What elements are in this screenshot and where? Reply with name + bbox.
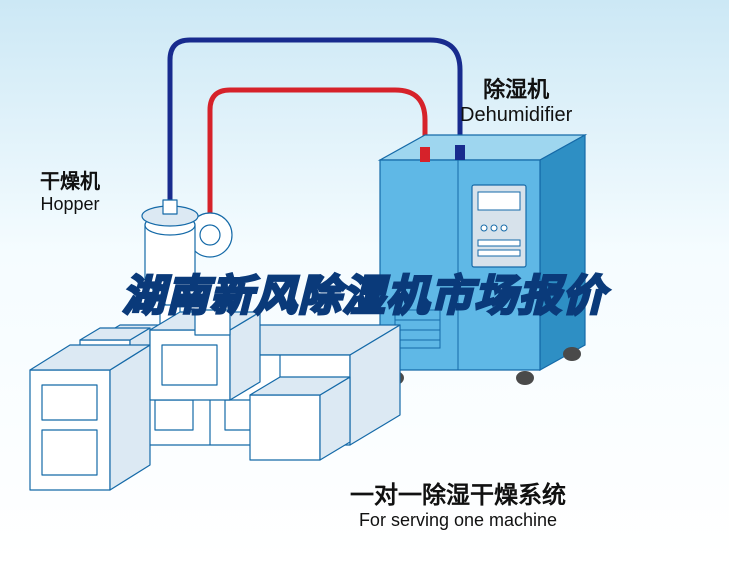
dehumidifier-unit (380, 135, 585, 385)
label-dehumidifier-en: Dehumidifier (460, 104, 572, 127)
label-system-cn: 一对一除湿干燥系统 (350, 475, 566, 510)
label-dehumidifier-cn: 除湿机 (460, 72, 572, 104)
label-dehumidifier: 除湿机 Dehumidifier (460, 72, 572, 127)
label-hopper: 干燥机 Hopper (40, 165, 100, 215)
headline-banner: 湖南新风除湿机市场报价 湖南新风除湿机市场报价 (0, 262, 729, 323)
extruder-machine (30, 310, 400, 490)
label-hopper-en: Hopper (40, 194, 100, 215)
label-hopper-cn: 干燥机 (40, 165, 100, 194)
label-system-en: For serving one machine (350, 510, 566, 531)
headline-stroke: 湖南新风除湿机市场报价 (0, 262, 729, 323)
label-system: 一对一除湿干燥系统 For serving one machine (350, 475, 566, 531)
